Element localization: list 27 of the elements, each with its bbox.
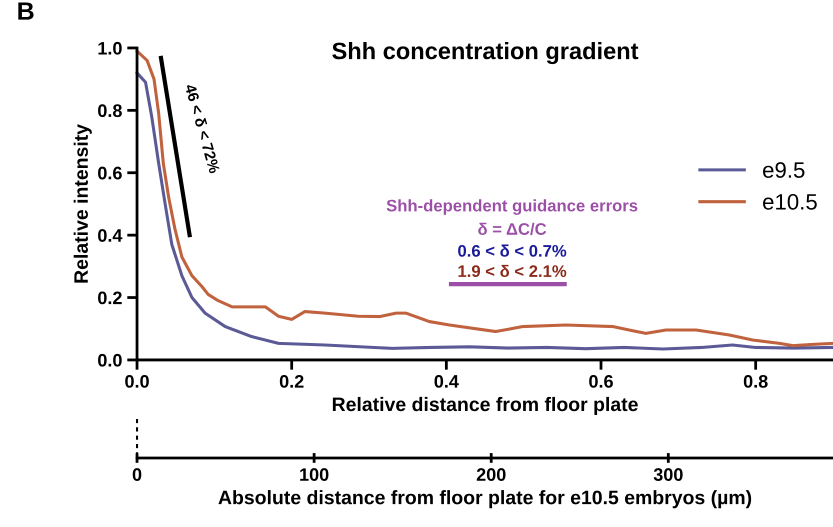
x-tick-label: 0.0 <box>125 375 149 388</box>
chart-title: Shh concentration gradient <box>332 42 638 64</box>
x-tick-label: 0.6 <box>589 375 613 388</box>
legend-label: e10.5 <box>763 194 817 210</box>
y-axis-title: Relative intensity <box>74 124 92 283</box>
x2-tick-label: 300 <box>654 468 683 481</box>
y-tick-label: 0.8 <box>98 104 122 118</box>
x-tick-label: 0.8 <box>744 375 768 388</box>
x2-tick-label: 0 <box>132 468 142 481</box>
x-axis-title: Relative distance from floor plate <box>332 396 638 416</box>
y-tick-label: 0.4 <box>98 229 122 242</box>
annotation: 0.6 < δ < 0.7% <box>458 244 566 257</box>
legend-label: e9.5 <box>763 162 804 178</box>
y-tick-label: 0.6 <box>98 166 122 180</box>
annotation: 1.9 < δ < 2.1% <box>458 264 566 278</box>
x-tick-label: 0.2 <box>280 375 304 388</box>
x2-axis-title: Absolute distance from floor plate for e10.5 embryos (µm) <box>218 490 752 508</box>
y-tick-label: 0.2 <box>98 291 122 304</box>
annotation: δ = ΔC/C <box>478 222 546 236</box>
annotation: 46 < δ < 72% <box>184 83 221 174</box>
text: B <box>18 2 34 20</box>
y-tick-label: 0.0 <box>98 354 122 367</box>
x2-tick-label: 100 <box>300 468 328 481</box>
annotation: Shh-dependent guidance errors <box>386 199 638 215</box>
x2-tick-label: 200 <box>476 468 506 481</box>
y-tick-label: 1.0 <box>98 42 122 55</box>
x-tick-label: 0.4 <box>434 375 459 388</box>
